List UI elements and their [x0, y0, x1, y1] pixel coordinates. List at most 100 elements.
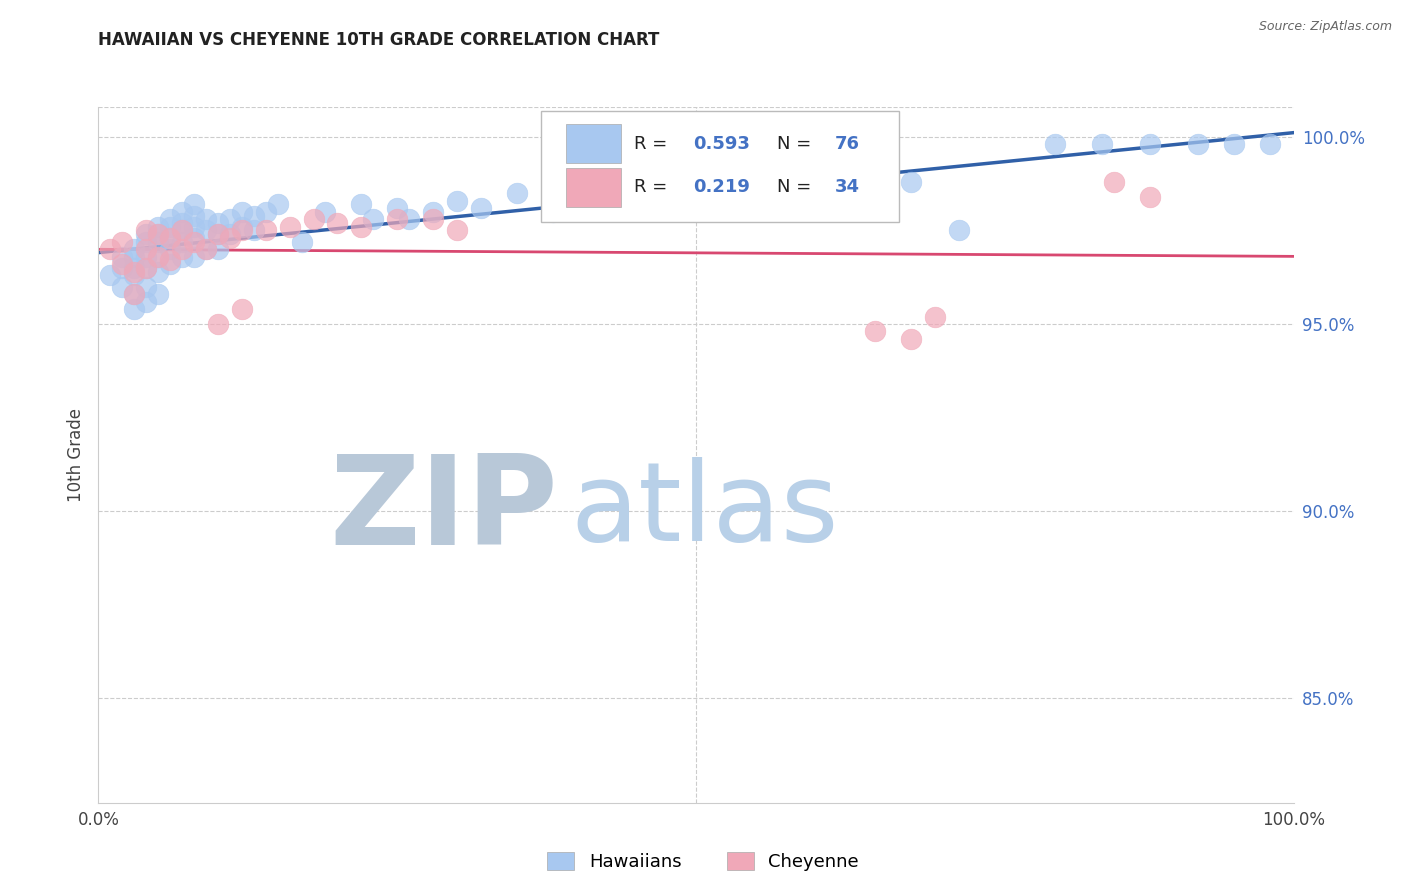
Point — [446, 194, 468, 208]
Text: ZIP: ZIP — [330, 450, 558, 571]
Point — [385, 212, 409, 227]
Point — [159, 212, 181, 227]
Point — [1139, 190, 1161, 204]
Point — [124, 260, 146, 275]
Legend: Hawaiians, Cheyenne: Hawaiians, Cheyenne — [540, 846, 866, 879]
Point — [159, 231, 181, 245]
Point — [194, 242, 218, 256]
Point — [948, 223, 970, 237]
FancyBboxPatch shape — [540, 111, 900, 222]
Point — [124, 287, 146, 301]
Point — [148, 250, 170, 264]
Point — [183, 209, 205, 223]
Point — [363, 212, 385, 227]
Point — [172, 242, 194, 256]
Point — [385, 201, 409, 215]
Point — [183, 250, 205, 264]
Text: Source: ZipAtlas.com: Source: ZipAtlas.com — [1258, 20, 1392, 33]
Point — [172, 250, 194, 264]
Point — [254, 204, 277, 219]
Point — [172, 235, 194, 249]
Point — [243, 223, 266, 237]
Point — [267, 197, 290, 211]
Point — [135, 260, 157, 275]
Point — [159, 257, 181, 271]
Point — [148, 235, 170, 249]
Point — [613, 186, 636, 200]
Point — [278, 219, 301, 234]
Point — [172, 223, 194, 237]
Point — [219, 212, 242, 227]
Point — [231, 204, 253, 219]
Point — [1102, 175, 1125, 189]
Point — [219, 231, 242, 245]
Point — [302, 212, 325, 227]
Point — [326, 216, 349, 230]
Point — [124, 287, 146, 301]
Point — [135, 235, 157, 249]
Point — [135, 279, 157, 293]
Point — [159, 253, 181, 268]
Point — [194, 212, 218, 227]
Point — [159, 242, 181, 256]
Point — [446, 223, 468, 237]
Point — [315, 204, 337, 219]
Point — [135, 260, 157, 275]
Text: 34: 34 — [835, 178, 859, 196]
Point — [648, 175, 672, 189]
Point — [207, 317, 229, 331]
Point — [924, 310, 946, 324]
Point — [422, 204, 444, 219]
Text: R =: R = — [634, 135, 673, 153]
Point — [172, 204, 194, 219]
Text: N =: N = — [778, 135, 817, 153]
Point — [183, 219, 205, 234]
Point — [148, 227, 170, 242]
Point — [207, 242, 229, 256]
Point — [148, 219, 170, 234]
FancyBboxPatch shape — [565, 124, 620, 163]
Text: R =: R = — [634, 178, 673, 196]
Point — [111, 279, 134, 293]
Point — [506, 186, 529, 200]
Point — [219, 227, 242, 242]
Point — [243, 209, 266, 223]
Point — [350, 219, 373, 234]
Point — [207, 227, 229, 242]
Point — [900, 332, 922, 346]
FancyBboxPatch shape — [565, 168, 620, 207]
Point — [231, 223, 253, 237]
Point — [135, 227, 157, 242]
Point — [183, 231, 205, 245]
Point — [231, 301, 253, 316]
Point — [135, 223, 157, 237]
Point — [111, 257, 134, 271]
Point — [183, 235, 205, 249]
Point — [1091, 137, 1114, 152]
Text: atlas: atlas — [571, 457, 839, 564]
Point — [172, 223, 194, 237]
Point — [422, 212, 444, 227]
Point — [1258, 137, 1281, 152]
Point — [172, 216, 194, 230]
Point — [207, 227, 229, 242]
Point — [124, 250, 146, 264]
Point — [148, 287, 170, 301]
Text: N =: N = — [778, 178, 817, 196]
Point — [194, 242, 218, 256]
Point — [148, 250, 170, 264]
Point — [398, 212, 420, 227]
Point — [1222, 137, 1246, 152]
Point — [863, 325, 887, 339]
Point — [183, 197, 205, 211]
Point — [111, 250, 134, 264]
Point — [589, 178, 612, 193]
Point — [1043, 137, 1066, 152]
Point — [159, 219, 181, 234]
Text: 0.593: 0.593 — [693, 135, 751, 153]
Point — [1187, 137, 1209, 152]
Point — [135, 242, 157, 256]
Point — [135, 294, 157, 309]
Text: HAWAIIAN VS CHEYENNE 10TH GRADE CORRELATION CHART: HAWAIIAN VS CHEYENNE 10TH GRADE CORRELAT… — [98, 31, 659, 49]
Point — [98, 242, 122, 256]
